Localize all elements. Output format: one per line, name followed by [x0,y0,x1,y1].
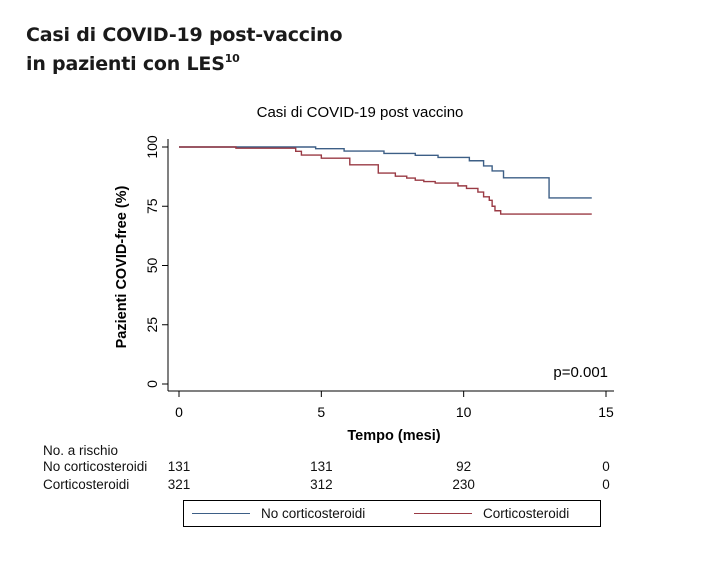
risk-row-label: No corticosteroidi [43,459,148,474]
risk-row-label: Corticosteroidi [43,477,130,492]
y-tick-label: 0 [144,380,160,388]
series-line-no-corticosteroidi [179,146,592,199]
y-tick-label: 100 [144,135,160,159]
reference-superscript: 10 [224,52,240,65]
risk-value: 131 [167,459,191,474]
risk-value: 312 [310,477,333,492]
x-tick-label: 15 [598,404,614,420]
legend-label: Corticosteroidi [483,506,570,521]
risk-value: 0 [602,477,610,492]
heading-line-2: in pazienti con LES10 [26,47,342,76]
chart-axes: 0 25 50 75 100 0 5 10 15 [144,135,614,420]
series-line-corticosteroidi [179,146,592,215]
x-tick-label: 5 [317,404,325,420]
chart-series-layer [179,146,592,215]
chart-legend: No corticosteroidi Corticosteroidi [183,500,601,527]
p-value-annotation: p=0.001 [553,364,608,381]
legend-swatch-no-corticosteroidi [192,513,250,514]
risk-table-title: No. a rischio [43,443,119,458]
legend-label: No corticosteroidi [261,506,366,521]
heading-line-2-text: in pazienti con LES [26,53,225,75]
risk-value: 131 [310,459,333,474]
x-tick-label: 10 [456,404,472,420]
x-axis-label: Tempo (mesi) [347,428,440,444]
y-tick-label: 50 [144,258,160,274]
y-axis-label: Pazienti COVID-free (%) [114,185,130,348]
y-tick-label: 75 [144,198,160,214]
page-heading: Casi di COVID-19 post-vaccino in pazient… [26,24,343,76]
chart-title: Casi di COVID-19 post vaccino [257,104,464,121]
km-chart: Casi di COVID-19 post vaccino 0255075100… [114,104,614,444]
risk-value: 0 [602,459,610,474]
legend-swatch-corticosteroidi [414,513,472,514]
y-tick-label: 25 [144,317,160,333]
x-tick-label: 0 [175,404,183,420]
risk-value: 92 [456,459,472,474]
risk-value: 321 [167,477,191,492]
heading-line-1: Casi di COVID-19 post-vaccino [26,24,343,46]
risk-value: 230 [452,477,475,492]
